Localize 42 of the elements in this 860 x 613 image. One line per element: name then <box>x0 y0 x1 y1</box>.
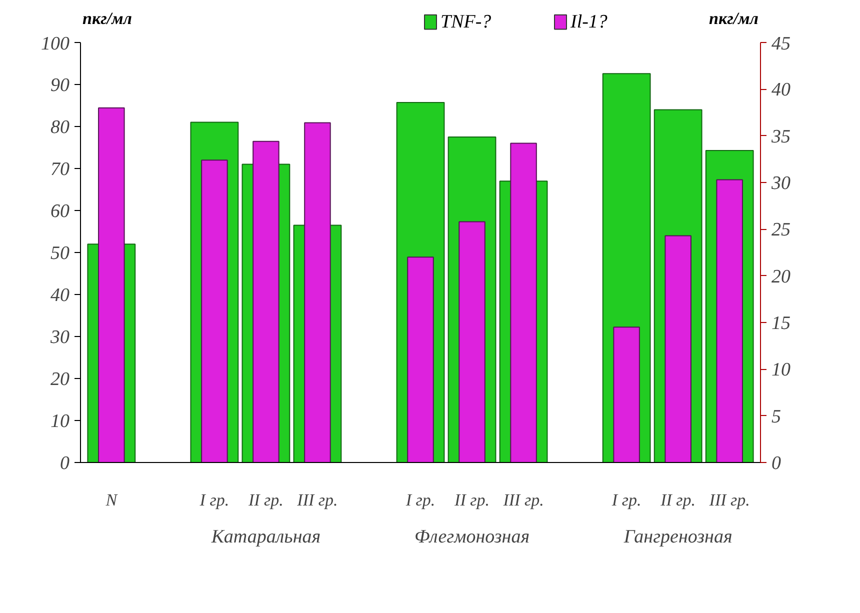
y2-tick-label: 25 <box>772 220 790 241</box>
y2-axis-title: пкг/мл <box>709 9 759 28</box>
y-tick-label: 10 <box>50 411 70 432</box>
y2-tick-label: 20 <box>772 266 791 288</box>
y-tick-label: 80 <box>50 117 70 138</box>
y2-tick-label: 45 <box>772 34 790 54</box>
bar <box>407 256 434 462</box>
bar <box>458 221 486 462</box>
y2-tick-label: 0 <box>772 453 782 474</box>
legend-label: TNF-? <box>440 12 492 33</box>
legend-label: Il-1? <box>570 12 608 33</box>
x-tick-label: II гр. <box>660 490 696 510</box>
y2-tick-label: 10 <box>772 360 791 381</box>
y2-tick-label: 15 <box>772 313 790 334</box>
x-tick-label: II гр. <box>454 490 490 510</box>
y-tick-label: 20 <box>50 369 70 390</box>
y-tick-label: 70 <box>50 159 70 180</box>
y-tick-label: 0 <box>60 453 70 474</box>
y-tick-label: 30 <box>50 327 70 348</box>
x-tick-label: III гр. <box>708 490 750 510</box>
y-tick-label: 50 <box>50 243 70 264</box>
text: Флегмонозная <box>414 526 530 548</box>
x-tick-label: III гр. <box>296 490 338 510</box>
x-tick-label: I гр. <box>198 490 230 510</box>
x-tick-label: III гр. <box>502 490 544 510</box>
y-tick-label: 60 <box>50 201 70 222</box>
text: Гангренозная <box>622 526 732 548</box>
x-tick-label: I гр. <box>610 490 642 510</box>
x-tick-label: II гр. <box>247 490 284 510</box>
y-tick-label: 40 <box>50 285 70 306</box>
bar <box>664 235 692 462</box>
y2-tick-label: 5 <box>772 406 781 428</box>
y-tick-label: 90 <box>50 75 70 96</box>
y2-tick-label: 30 <box>770 173 791 194</box>
x-tick-label: I гр. <box>404 490 436 510</box>
bar <box>613 326 640 462</box>
y-axis-title: пкг/мл <box>82 9 132 28</box>
y2-tick-label: 35 <box>770 126 790 148</box>
y2-tick-label: 40 <box>772 80 791 101</box>
y-tick-label: 100 <box>41 34 70 54</box>
x-tick-label: N <box>104 490 119 510</box>
text: Катаральная <box>210 526 321 548</box>
